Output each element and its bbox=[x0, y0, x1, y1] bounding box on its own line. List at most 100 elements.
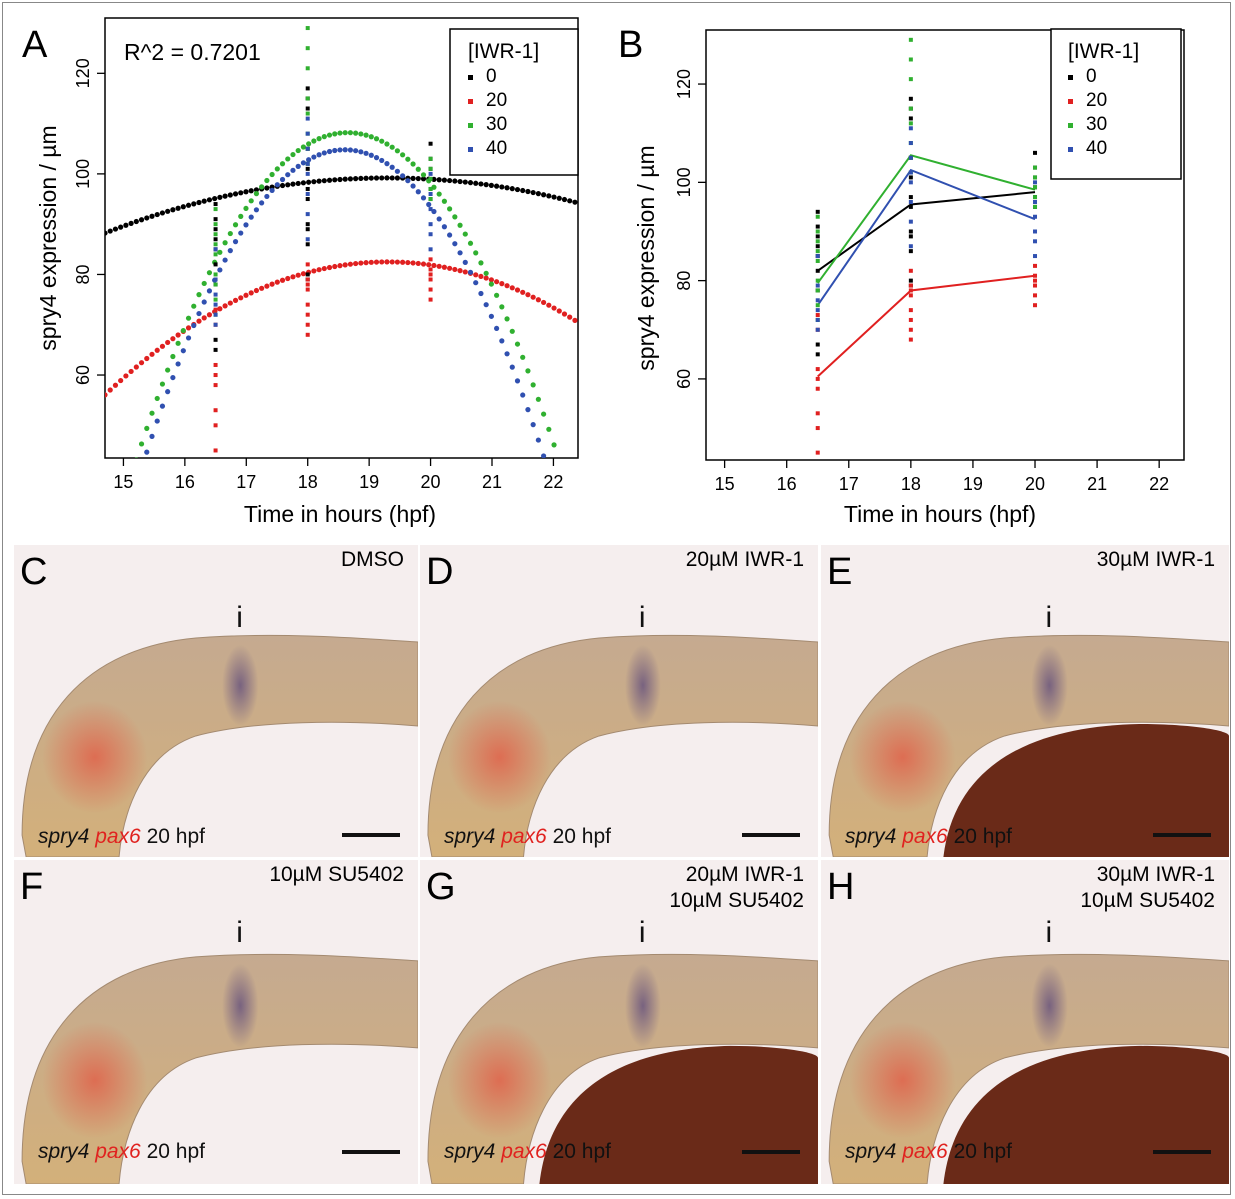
stage-label: 20 hpf bbox=[146, 825, 205, 848]
fit-dot-0 bbox=[389, 175, 395, 181]
data-point-30 bbox=[908, 106, 913, 111]
data-point-30 bbox=[305, 66, 310, 71]
fit-dot-40 bbox=[217, 267, 223, 273]
fit-dot-20 bbox=[556, 308, 562, 314]
fit-dot-0 bbox=[321, 178, 327, 184]
plot-b-y-ticks: 60 80 100 120 bbox=[674, 69, 706, 389]
fit-dot-0 bbox=[206, 197, 213, 203]
fit-dot-20 bbox=[138, 360, 145, 366]
data-point-20 bbox=[908, 283, 913, 288]
y-tick-label: 60 bbox=[73, 365, 93, 385]
fit-dot-0 bbox=[473, 180, 479, 186]
boundary-marker: i bbox=[236, 916, 243, 949]
data-point-0 bbox=[815, 234, 820, 239]
x-tick-label: 17 bbox=[236, 472, 256, 492]
fit-dot-30 bbox=[217, 249, 223, 255]
embryo-illustration bbox=[21, 953, 418, 1184]
data-point-0 bbox=[1033, 150, 1038, 155]
plot-a-ylabel: spry4 expression / µm bbox=[35, 125, 61, 350]
fit-dot-0 bbox=[509, 186, 515, 192]
fit-dot-30 bbox=[253, 191, 260, 197]
fit-dot-40 bbox=[144, 449, 150, 455]
fit-dot-30 bbox=[326, 132, 333, 138]
fit-dot-30 bbox=[373, 136, 380, 142]
image-panel-f: F 10µM SU5402 i spry4 pax6 20 hpf bbox=[14, 860, 418, 1184]
embryo-illustration bbox=[427, 634, 818, 857]
fit-dot-0 bbox=[295, 180, 301, 187]
eye-pax6-stain bbox=[447, 701, 552, 814]
data-point-0 bbox=[305, 186, 310, 191]
treatment-line: 10µM SU5402 bbox=[669, 889, 804, 913]
fit-dot-30 bbox=[180, 327, 186, 334]
yolk bbox=[943, 723, 1229, 857]
x-tick-label: 15 bbox=[113, 472, 133, 492]
data-point-20 bbox=[428, 297, 433, 302]
fit-dot-20 bbox=[290, 274, 296, 280]
fit-dot-40 bbox=[311, 154, 317, 160]
fit-dot-40 bbox=[379, 157, 385, 164]
scale-bar bbox=[342, 833, 400, 837]
fit-dot-40 bbox=[473, 280, 479, 286]
data-point-20 bbox=[908, 317, 913, 322]
fit-dot-40 bbox=[238, 230, 244, 236]
mean-line-40 bbox=[816, 168, 1036, 306]
spry4-band bbox=[1031, 963, 1068, 1048]
embryo-illustration bbox=[21, 634, 418, 857]
fit-dot-40 bbox=[347, 147, 354, 153]
fit-dot-40 bbox=[499, 338, 505, 344]
fit-dot-40 bbox=[332, 147, 338, 154]
fit-dot-20 bbox=[170, 336, 176, 342]
data-point-40 bbox=[908, 126, 913, 131]
image-panel-d: D 20µM IWR-1 i spry4 pax6 20 hpf bbox=[420, 545, 818, 857]
data-point-40 bbox=[213, 312, 218, 317]
data-point-0 bbox=[213, 227, 218, 232]
x-tick-label: 19 bbox=[963, 474, 983, 494]
fit-dot-20 bbox=[295, 272, 301, 278]
fit-dot-30 bbox=[138, 441, 145, 447]
data-point-20 bbox=[908, 308, 913, 313]
data-point-30 bbox=[815, 229, 820, 234]
fit-dot-30 bbox=[191, 303, 197, 309]
fit-dot-20 bbox=[567, 314, 573, 320]
data-point-20 bbox=[213, 307, 218, 312]
plot-a-x-ticks: 15 16 17 18 19 20 21 22 bbox=[113, 458, 563, 492]
fit-dot-30 bbox=[154, 395, 160, 402]
data-point-40 bbox=[305, 131, 310, 136]
spry4-band bbox=[222, 963, 259, 1048]
data-point-30 bbox=[908, 57, 913, 62]
fit-dot-0 bbox=[441, 177, 447, 183]
data-point-30 bbox=[428, 176, 433, 181]
fit-dot-0 bbox=[170, 207, 176, 213]
fit-dot-20 bbox=[248, 290, 254, 296]
fit-dot-20 bbox=[321, 265, 327, 272]
data-point-30 bbox=[815, 249, 820, 254]
fit-dot-0 bbox=[494, 183, 500, 189]
x-tick-label: 22 bbox=[1149, 474, 1169, 494]
fit-dot-40 bbox=[530, 422, 536, 428]
yolk bbox=[943, 1045, 1229, 1184]
panel-label-f: F bbox=[20, 866, 44, 908]
fit-dot-40 bbox=[201, 299, 207, 305]
fit-dot-20 bbox=[332, 263, 338, 270]
fit-dot-30 bbox=[452, 214, 458, 220]
x-tick-label: 22 bbox=[543, 472, 563, 492]
data-point-0 bbox=[908, 195, 913, 200]
data-point-20 bbox=[1033, 293, 1038, 298]
fit-dot-30 bbox=[384, 141, 390, 147]
fit-dot-40 bbox=[274, 182, 280, 188]
fit-dot-30 bbox=[165, 367, 171, 373]
fit-dot-40 bbox=[447, 232, 453, 238]
x-tick-label: 19 bbox=[359, 472, 379, 492]
fit-dot-30 bbox=[227, 230, 233, 237]
data-point-0 bbox=[815, 244, 820, 249]
legend-label-30: 30 bbox=[1086, 114, 1107, 135]
panel-a-plot: A R^2 = 0.7201 60 80 100 120 15 16 17 18 19 20 21… bbox=[22, 17, 579, 527]
data-point-0 bbox=[908, 96, 913, 101]
fit-dot-30 bbox=[238, 213, 244, 219]
data-point-20 bbox=[213, 383, 218, 388]
stain-caption: spry4 pax6 20 hpf bbox=[38, 1140, 205, 1164]
gene-pax6: pax6 bbox=[501, 1140, 547, 1163]
fit-dot-30 bbox=[332, 131, 338, 137]
fit-dot-0 bbox=[107, 228, 113, 234]
fit-dot-20 bbox=[269, 281, 275, 287]
